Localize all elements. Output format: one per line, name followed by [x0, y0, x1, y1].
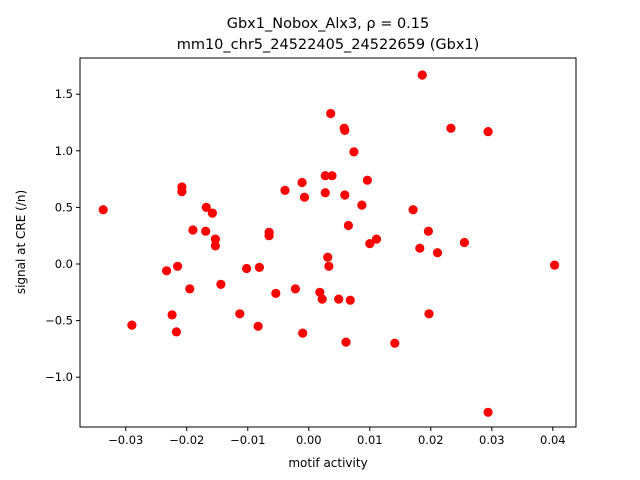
data-point	[424, 309, 434, 319]
data-point	[171, 327, 181, 337]
data-point	[216, 279, 226, 289]
data-point	[371, 234, 382, 244]
data-point	[254, 262, 264, 272]
data-point	[185, 284, 195, 294]
data-points	[98, 70, 560, 417]
data-point	[390, 338, 400, 348]
data-point	[271, 288, 281, 298]
data-point	[326, 108, 336, 119]
data-point	[365, 239, 375, 249]
data-point	[207, 208, 217, 218]
data-point	[201, 226, 211, 236]
data-point	[210, 241, 220, 251]
data-point	[323, 252, 333, 262]
data-point	[210, 234, 220, 244]
chart-title-line2: mm10_chr5_24522405_24522659 (Gbx1)	[177, 37, 480, 53]
data-point	[343, 220, 353, 231]
plot-frame	[79, 57, 577, 428]
data-point	[290, 284, 300, 294]
data-point	[320, 171, 330, 181]
x-tick-label: −0.03	[108, 433, 143, 447]
data-point	[341, 337, 351, 347]
data-point	[423, 226, 433, 236]
x-tick-label: 0.01	[357, 433, 383, 447]
y-tick-label: 1.5	[55, 87, 73, 101]
x-axis-label: motif activity	[288, 456, 367, 470]
data-point	[357, 200, 367, 210]
data-point	[324, 261, 334, 271]
data-point	[550, 260, 560, 270]
data-point	[162, 266, 172, 276]
data-point	[340, 190, 350, 200]
data-point	[327, 171, 337, 181]
data-point	[483, 407, 493, 417]
data-point	[201, 202, 211, 212]
y-tick-label: 0.0	[55, 257, 73, 271]
x-tick-label: 0.02	[418, 433, 444, 447]
data-point	[362, 175, 372, 185]
data-point	[264, 231, 274, 241]
data-point	[242, 263, 252, 274]
y-tick-label: 0.5	[55, 200, 73, 214]
data-point	[177, 187, 187, 197]
data-point	[417, 70, 427, 80]
y-tick-label: −0.5	[45, 314, 73, 328]
data-point	[317, 294, 327, 304]
data-point	[188, 225, 198, 235]
x-tick-label: −0.01	[230, 433, 265, 447]
x-tick-label: 0.04	[540, 433, 566, 447]
data-point	[298, 328, 308, 338]
data-point	[280, 185, 290, 195]
data-point	[415, 243, 425, 253]
y-tick-label: 1.0	[55, 144, 73, 158]
data-point	[98, 205, 108, 215]
data-point	[349, 147, 359, 157]
data-point	[432, 248, 443, 258]
data-point	[446, 123, 456, 133]
data-point	[253, 321, 263, 331]
data-point	[483, 127, 493, 137]
x-tick-label: 0.00	[296, 433, 322, 447]
y-axis-label: signal at CRE (/n)	[14, 190, 28, 294]
data-point	[167, 310, 177, 320]
data-point	[345, 295, 355, 305]
data-point	[408, 205, 418, 215]
x-axis-ticks: −0.03 −0.02 −0.01 0.00 0.01 0.02 0.03 0.04	[108, 427, 566, 447]
data-point	[127, 320, 137, 330]
y-tick-label: −1.0	[45, 370, 73, 384]
x-tick-label: 0.03	[479, 433, 505, 447]
data-point	[297, 177, 307, 188]
chart-title-line1: Gbx1_Nobox_Alx3, ρ = 0.15	[227, 16, 430, 32]
data-point	[320, 188, 330, 198]
data-point	[299, 192, 310, 202]
data-point	[459, 237, 469, 248]
data-point	[235, 309, 245, 319]
x-tick-label: −0.02	[169, 433, 204, 447]
data-point	[334, 294, 344, 304]
data-point	[173, 261, 183, 271]
data-point	[340, 125, 350, 135]
y-axis-ticks: −1.0 −0.5 0.0 0.5 1.0 1.5	[45, 87, 80, 384]
